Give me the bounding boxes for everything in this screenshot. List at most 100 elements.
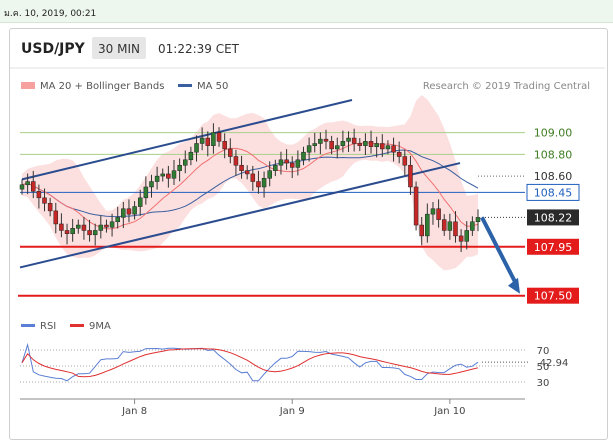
candle: [368, 130, 374, 154]
candle: [458, 229, 464, 252]
candle: [447, 213, 453, 240]
candle: [132, 201, 137, 220]
price-level-107-50: 107.50: [18, 287, 579, 304]
candle: [475, 209, 481, 232]
price-level-108-60: 108.60: [478, 168, 579, 185]
candle: [76, 219, 81, 234]
rsi-level-30: 30: [20, 378, 549, 389]
candle: [87, 219, 92, 242]
ma50-legend-swatch: [178, 84, 192, 87]
candle: [104, 219, 109, 233]
candle: [323, 129, 329, 150]
candle: [222, 133, 227, 159]
candle: [19, 179, 25, 195]
candle: [183, 150, 188, 174]
pair-title: USD/JPY: [21, 41, 86, 57]
candle: [470, 216, 475, 236]
x-tick: Jan 8: [121, 399, 147, 417]
candle: [284, 149, 289, 170]
candle: [301, 146, 306, 166]
x-tick: Jan 10: [433, 399, 466, 417]
candle: [64, 223, 70, 245]
rsi-level-50: 50: [20, 362, 549, 373]
rsi-legend-label: RSI: [40, 321, 56, 332]
candle: [143, 176, 149, 205]
candle: [205, 131, 211, 157]
price-level-label: 108.60: [534, 170, 573, 183]
price-level-label: 108.80: [534, 148, 573, 161]
price-level-108-45: 108.45: [20, 183, 580, 201]
candle: [306, 137, 312, 162]
x-tick-label: Jan 10: [433, 406, 465, 417]
candle: [47, 197, 53, 217]
ma50-legend-label: MA 50: [197, 81, 228, 92]
candle: [211, 123, 216, 154]
ma20-legend-swatch: [21, 82, 35, 89]
price-level-label: 107.50: [534, 290, 573, 303]
ma50-line: [21, 149, 479, 218]
candles: [19, 123, 481, 252]
price-level-label: 109.00: [534, 127, 573, 140]
candle: [53, 202, 59, 234]
candle: [228, 138, 233, 164]
candle: [239, 155, 244, 179]
arrow-head: [508, 277, 520, 294]
x-tick-label: Jan 8: [121, 406, 147, 417]
candle: [250, 165, 256, 191]
candle: [70, 218, 75, 242]
candle: [402, 149, 408, 176]
rsi-line: [21, 342, 479, 382]
timeframe-badge[interactable]: [92, 37, 146, 59]
rsi-tick-label: 50: [537, 362, 550, 373]
time-label: 01:22:39 CET: [158, 42, 240, 56]
candle: [419, 216, 424, 246]
price-area: 109.00 108.80 108.60 108.45 108.22 107.95 107.…: [18, 95, 580, 304]
ma20-line: [21, 142, 479, 230]
candle: [351, 128, 357, 152]
candle: [81, 216, 87, 240]
candle: [374, 136, 379, 158]
x-tick-label: Jan 9: [279, 406, 305, 417]
candle: [312, 132, 317, 153]
candle: [233, 149, 239, 176]
rsi-tick-label: 30: [537, 378, 550, 389]
candle: [36, 184, 42, 209]
candle: [109, 213, 115, 237]
timeframe-label: 30 MIN: [98, 42, 140, 56]
channel-lower-line: [19, 162, 461, 269]
bollinger-band: [22, 95, 478, 271]
channel-upper-line: [21, 99, 353, 181]
candle: [295, 150, 301, 176]
candle: [244, 165, 250, 180]
x-tick: Jan 9: [279, 399, 305, 417]
price-level-108-22: 108.22: [482, 209, 579, 226]
candle: [154, 166, 160, 190]
rsi-tick-label: 70: [537, 346, 550, 357]
top-date-bar: ม.ค. 10, 2019, 00:21: [0, 0, 613, 23]
candle: [464, 221, 469, 250]
candle: [453, 211, 458, 243]
candle: [289, 156, 295, 179]
candle: [126, 199, 132, 223]
date-label: ม.ค. 10, 2019, 00:21: [4, 9, 97, 19]
candle: [121, 201, 126, 229]
candle: [98, 215, 104, 239]
candle: [273, 159, 278, 177]
candle: [357, 138, 363, 152]
candle: [59, 213, 64, 238]
candle: [166, 165, 171, 188]
candle: [115, 206, 120, 229]
candle: [329, 135, 334, 155]
candle: [363, 133, 368, 156]
candle: [278, 151, 284, 175]
candle: [188, 146, 194, 166]
arrow-shaft: [480, 216, 519, 287]
candle: [385, 140, 391, 155]
candle: [261, 171, 267, 198]
ma20-legend-label: MA 20 + Bollinger Bands: [40, 81, 164, 92]
candle: [346, 131, 351, 152]
candle: [137, 189, 143, 216]
rsi-current-value: 42.94: [540, 358, 569, 369]
candle: [391, 137, 396, 162]
candle: [149, 174, 154, 198]
